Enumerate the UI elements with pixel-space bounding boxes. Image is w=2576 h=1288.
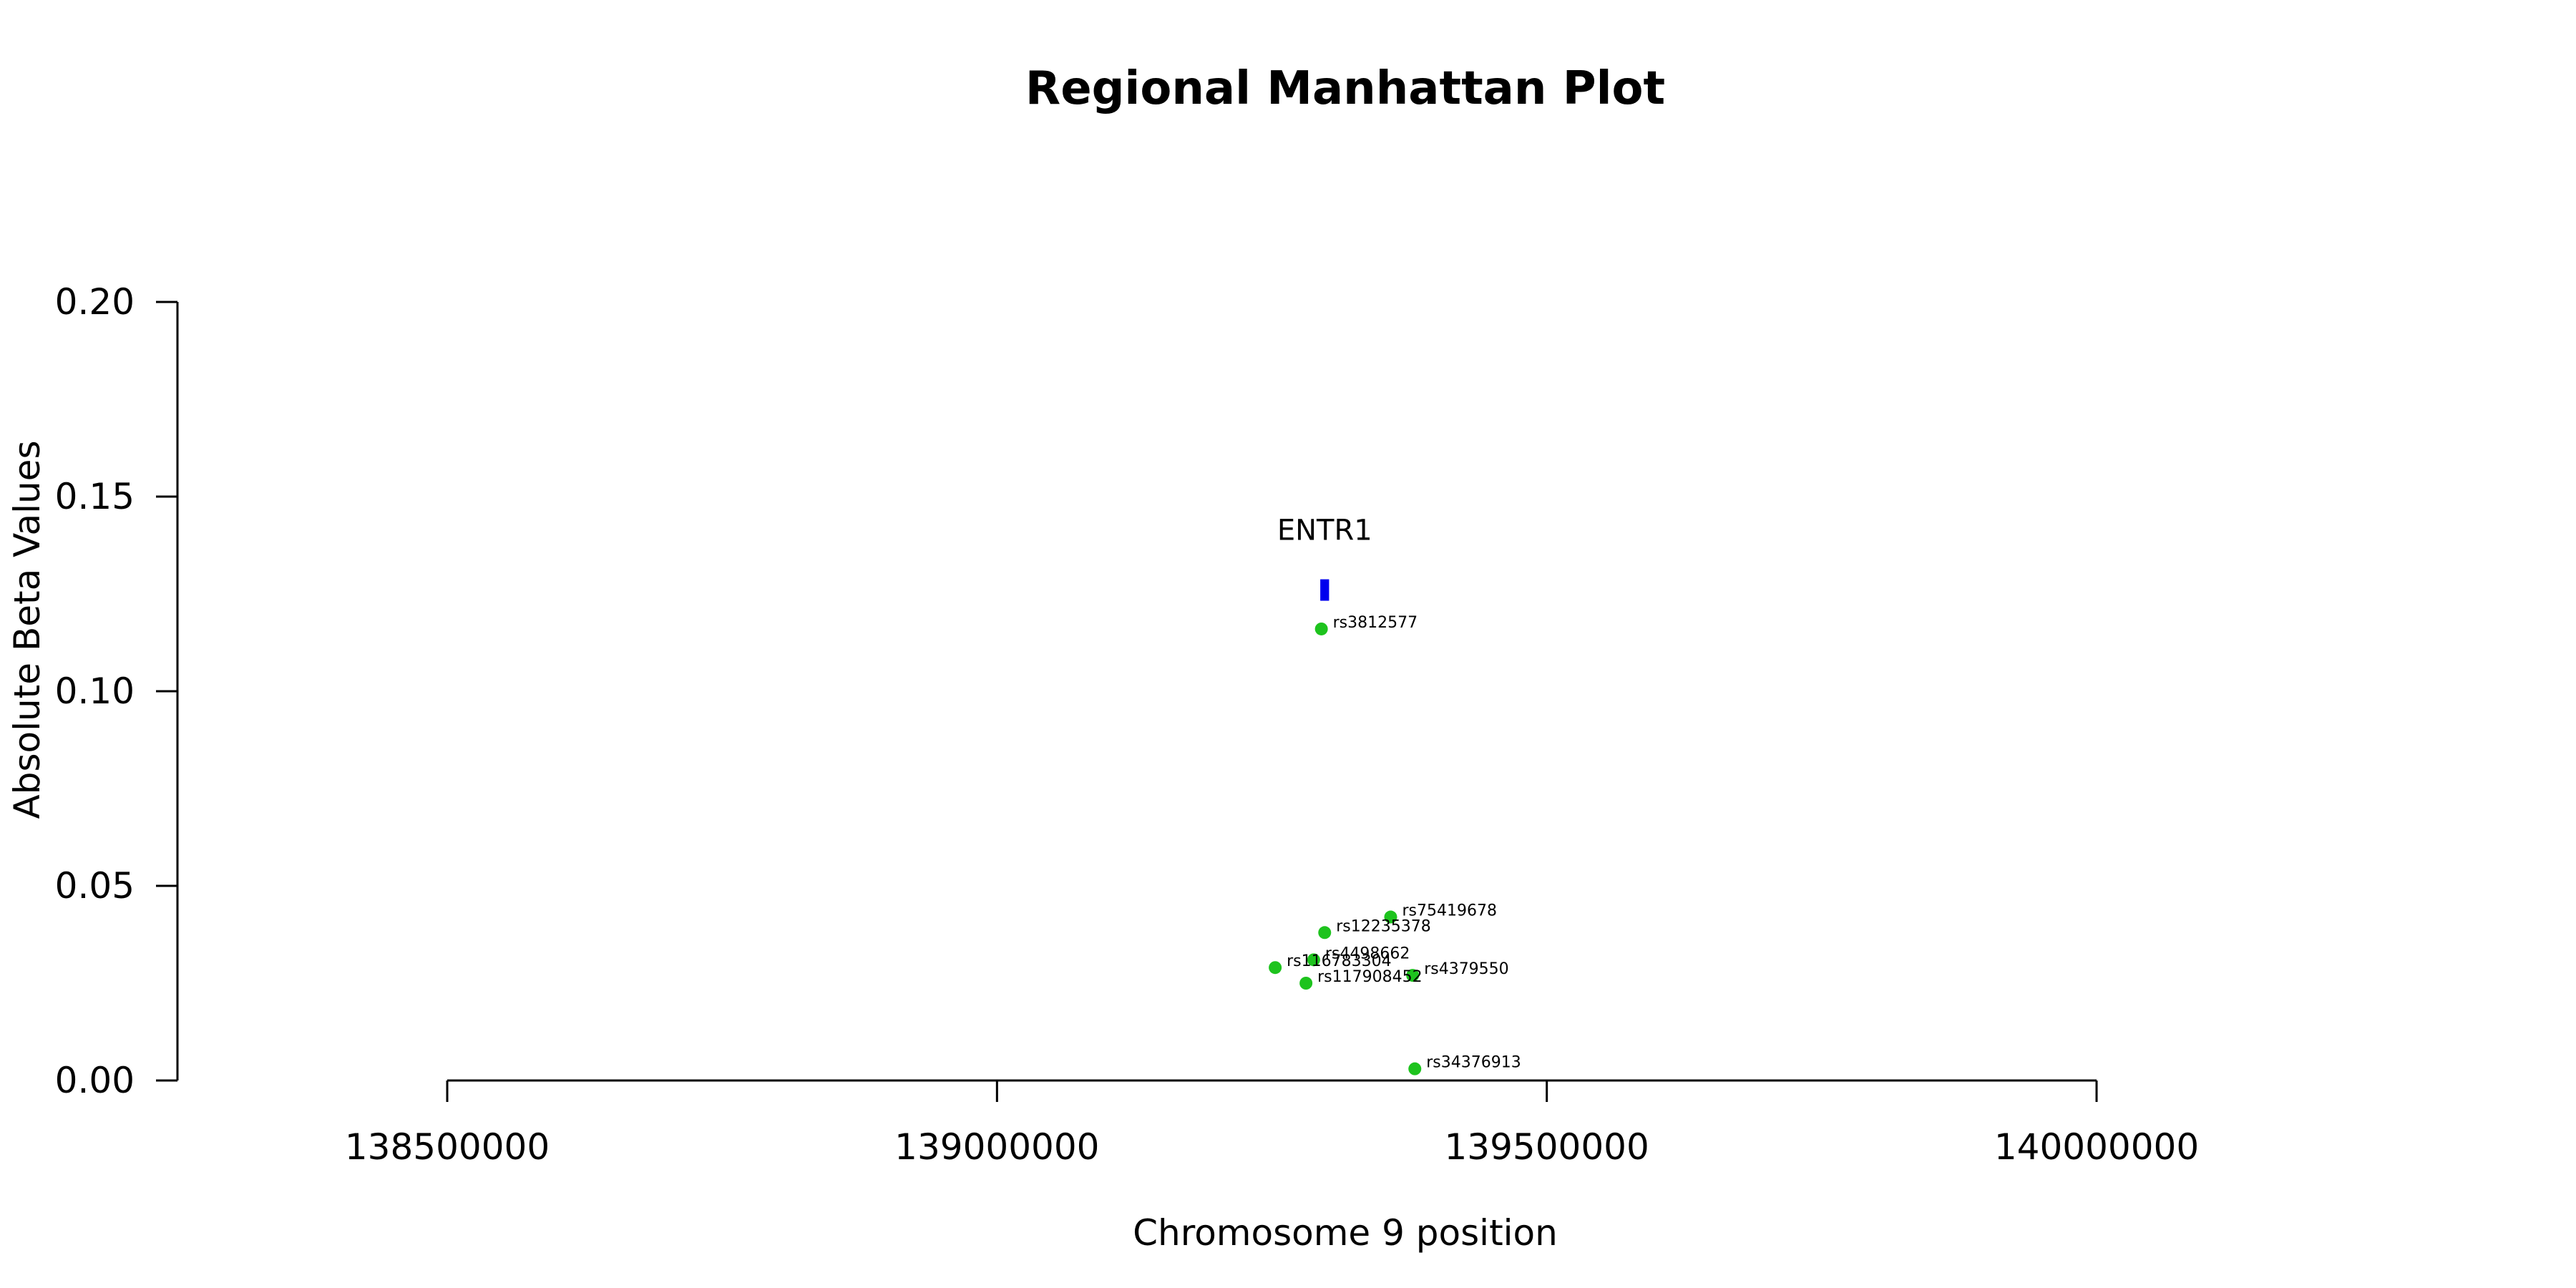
snp-point (1318, 926, 1332, 940)
chart-title: Regional Manhattan Plot (1025, 62, 1665, 115)
snp-point (1299, 977, 1313, 990)
x-tick-label: 139000000 (894, 1126, 1099, 1168)
y-tick-label: 0.00 (55, 1060, 135, 1101)
snp-point (1314, 622, 1328, 635)
snp-label: rs117908452 (1317, 968, 1422, 986)
x-tick-label: 138500000 (345, 1126, 550, 1168)
y-tick-label: 0.05 (55, 865, 135, 907)
snp-label: rs34376913 (1426, 1054, 1521, 1072)
axes: 0.00 0.05 0.10 0.15 0.20 138500000 139000000 13… (55, 281, 2199, 1168)
x-tick-label: 140000000 (1994, 1126, 2199, 1168)
snp-point (1307, 953, 1320, 967)
y-tick-label: 0.15 (55, 476, 135, 517)
snp-point (1269, 961, 1282, 975)
gene-bar (1320, 579, 1330, 601)
x-axis-label: Chromosome 9 position (1133, 1212, 1558, 1254)
snp-label: rs12235378 (1336, 917, 1430, 935)
snp-label: rs4379550 (1424, 960, 1509, 978)
y-axis-label: Absolute Beta Values (6, 441, 48, 819)
y-tick-label: 0.10 (55, 670, 135, 712)
snp-point (1408, 1062, 1422, 1075)
snp-point (1384, 910, 1397, 924)
gene-label: ENTR1 (1277, 514, 1372, 547)
snp-label: rs3812577 (1333, 614, 1418, 632)
gene-layer: ENTR1 (1277, 514, 1372, 601)
y-tick-label: 0.20 (55, 281, 135, 323)
snp-label: rs75419678 (1402, 902, 1496, 920)
x-tick-label: 139500000 (1445, 1126, 1649, 1168)
snp-points: rs3812577rs75419678rs12235378rs4498662rs… (1269, 614, 1521, 1075)
snp-label: rs116783304 (1287, 952, 1391, 970)
snp-label: rs4498662 (1325, 945, 1410, 962)
snp-point (1406, 969, 1420, 982)
